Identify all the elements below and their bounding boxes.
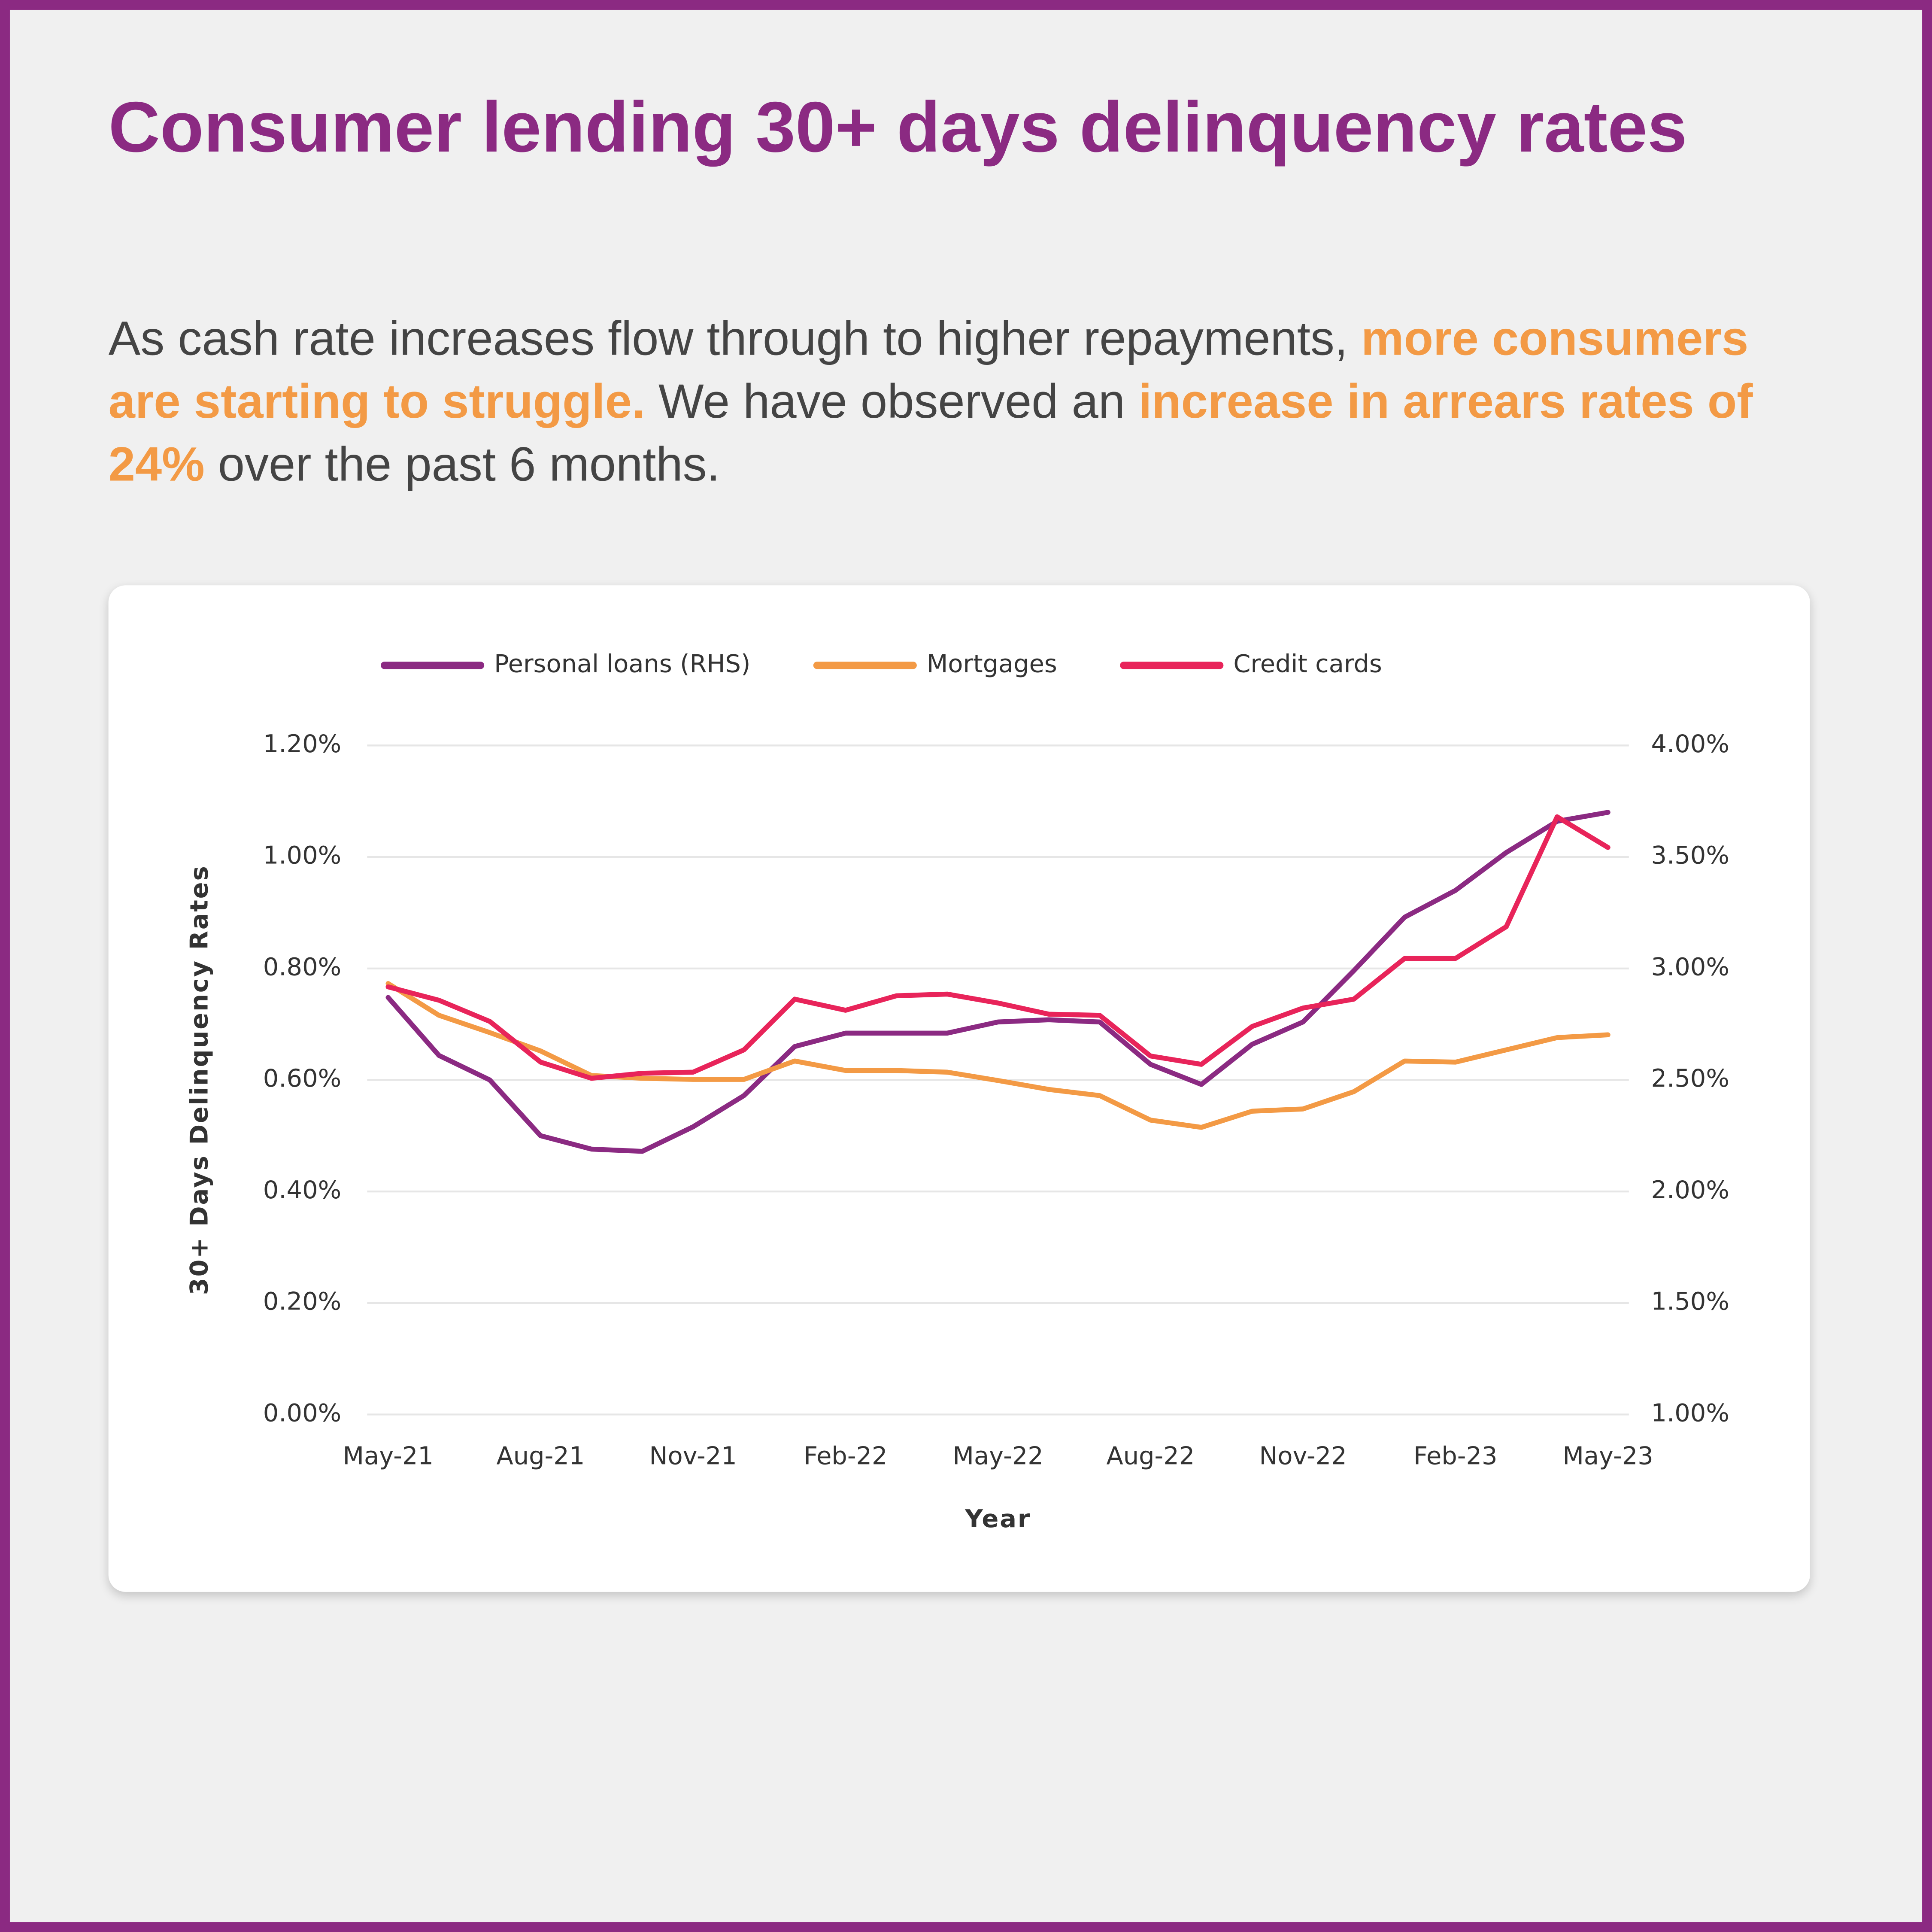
y-tick-label: 1.00%	[263, 841, 341, 870]
x-tick-label: May-21	[343, 1442, 434, 1470]
y-tick-label: 0.40%	[263, 1176, 341, 1204]
y2-tick-label: 4.00%	[1651, 729, 1729, 758]
series-line	[385, 981, 1611, 1130]
x-tick-label: Aug-21	[497, 1442, 585, 1470]
chart-card	[108, 585, 1810, 1592]
subtitle-text: As cash rate increases flow through to h…	[108, 313, 1362, 366]
y-axis-label: 30+ Days Delinquency Rates	[185, 865, 214, 1295]
y-tick-label: 1.20%	[263, 729, 341, 758]
y2-tick-label: 2.50%	[1651, 1064, 1729, 1093]
subtitle-emphasis: more consumers are starting to struggle.	[108, 313, 1749, 429]
x-tick-label: Feb-23	[1413, 1442, 1497, 1470]
y2-tick-label: 1.50%	[1651, 1287, 1729, 1316]
subtitle-emphasis: increase in arrears rates of 24%	[108, 376, 1753, 492]
y2-tick-label: 2.00%	[1651, 1176, 1729, 1204]
y2-tick-label: 3.50%	[1651, 841, 1729, 870]
series-line	[385, 814, 1611, 1081]
subtitle-text: over the past 6 months.	[204, 438, 720, 492]
x-axis-label: Year	[964, 1504, 1031, 1533]
x-tick-label: May-22	[952, 1442, 1043, 1470]
x-tick-label: Nov-21	[649, 1442, 737, 1470]
x-tick-label: Aug-22	[1106, 1442, 1195, 1470]
y-tick-label: 0.00%	[263, 1398, 341, 1427]
y-tick-label: 0.20%	[263, 1287, 341, 1316]
title: Consumer lending 30+ days delinquency ra…	[108, 87, 1687, 168]
y2-tick-label: 1.00%	[1651, 1398, 1729, 1427]
y-tick-label: 0.60%	[263, 1064, 341, 1093]
y2-tick-label: 3.00%	[1651, 952, 1729, 981]
legend-label: Mortgages	[927, 649, 1057, 678]
legend-label: Personal loans (RHS)	[494, 649, 750, 678]
x-tick-label: Nov-22	[1259, 1442, 1347, 1470]
legend-label: Credit cards	[1233, 649, 1382, 678]
subtitle: As cash rate increases flow through to h…	[109, 308, 1784, 496]
x-tick-label: Feb-22	[804, 1442, 887, 1470]
x-tick-label: May-23	[1562, 1442, 1653, 1470]
series-line	[385, 810, 1611, 1154]
y-tick-label: 0.80%	[263, 952, 341, 981]
subtitle-text: We have observed an	[645, 376, 1139, 429]
